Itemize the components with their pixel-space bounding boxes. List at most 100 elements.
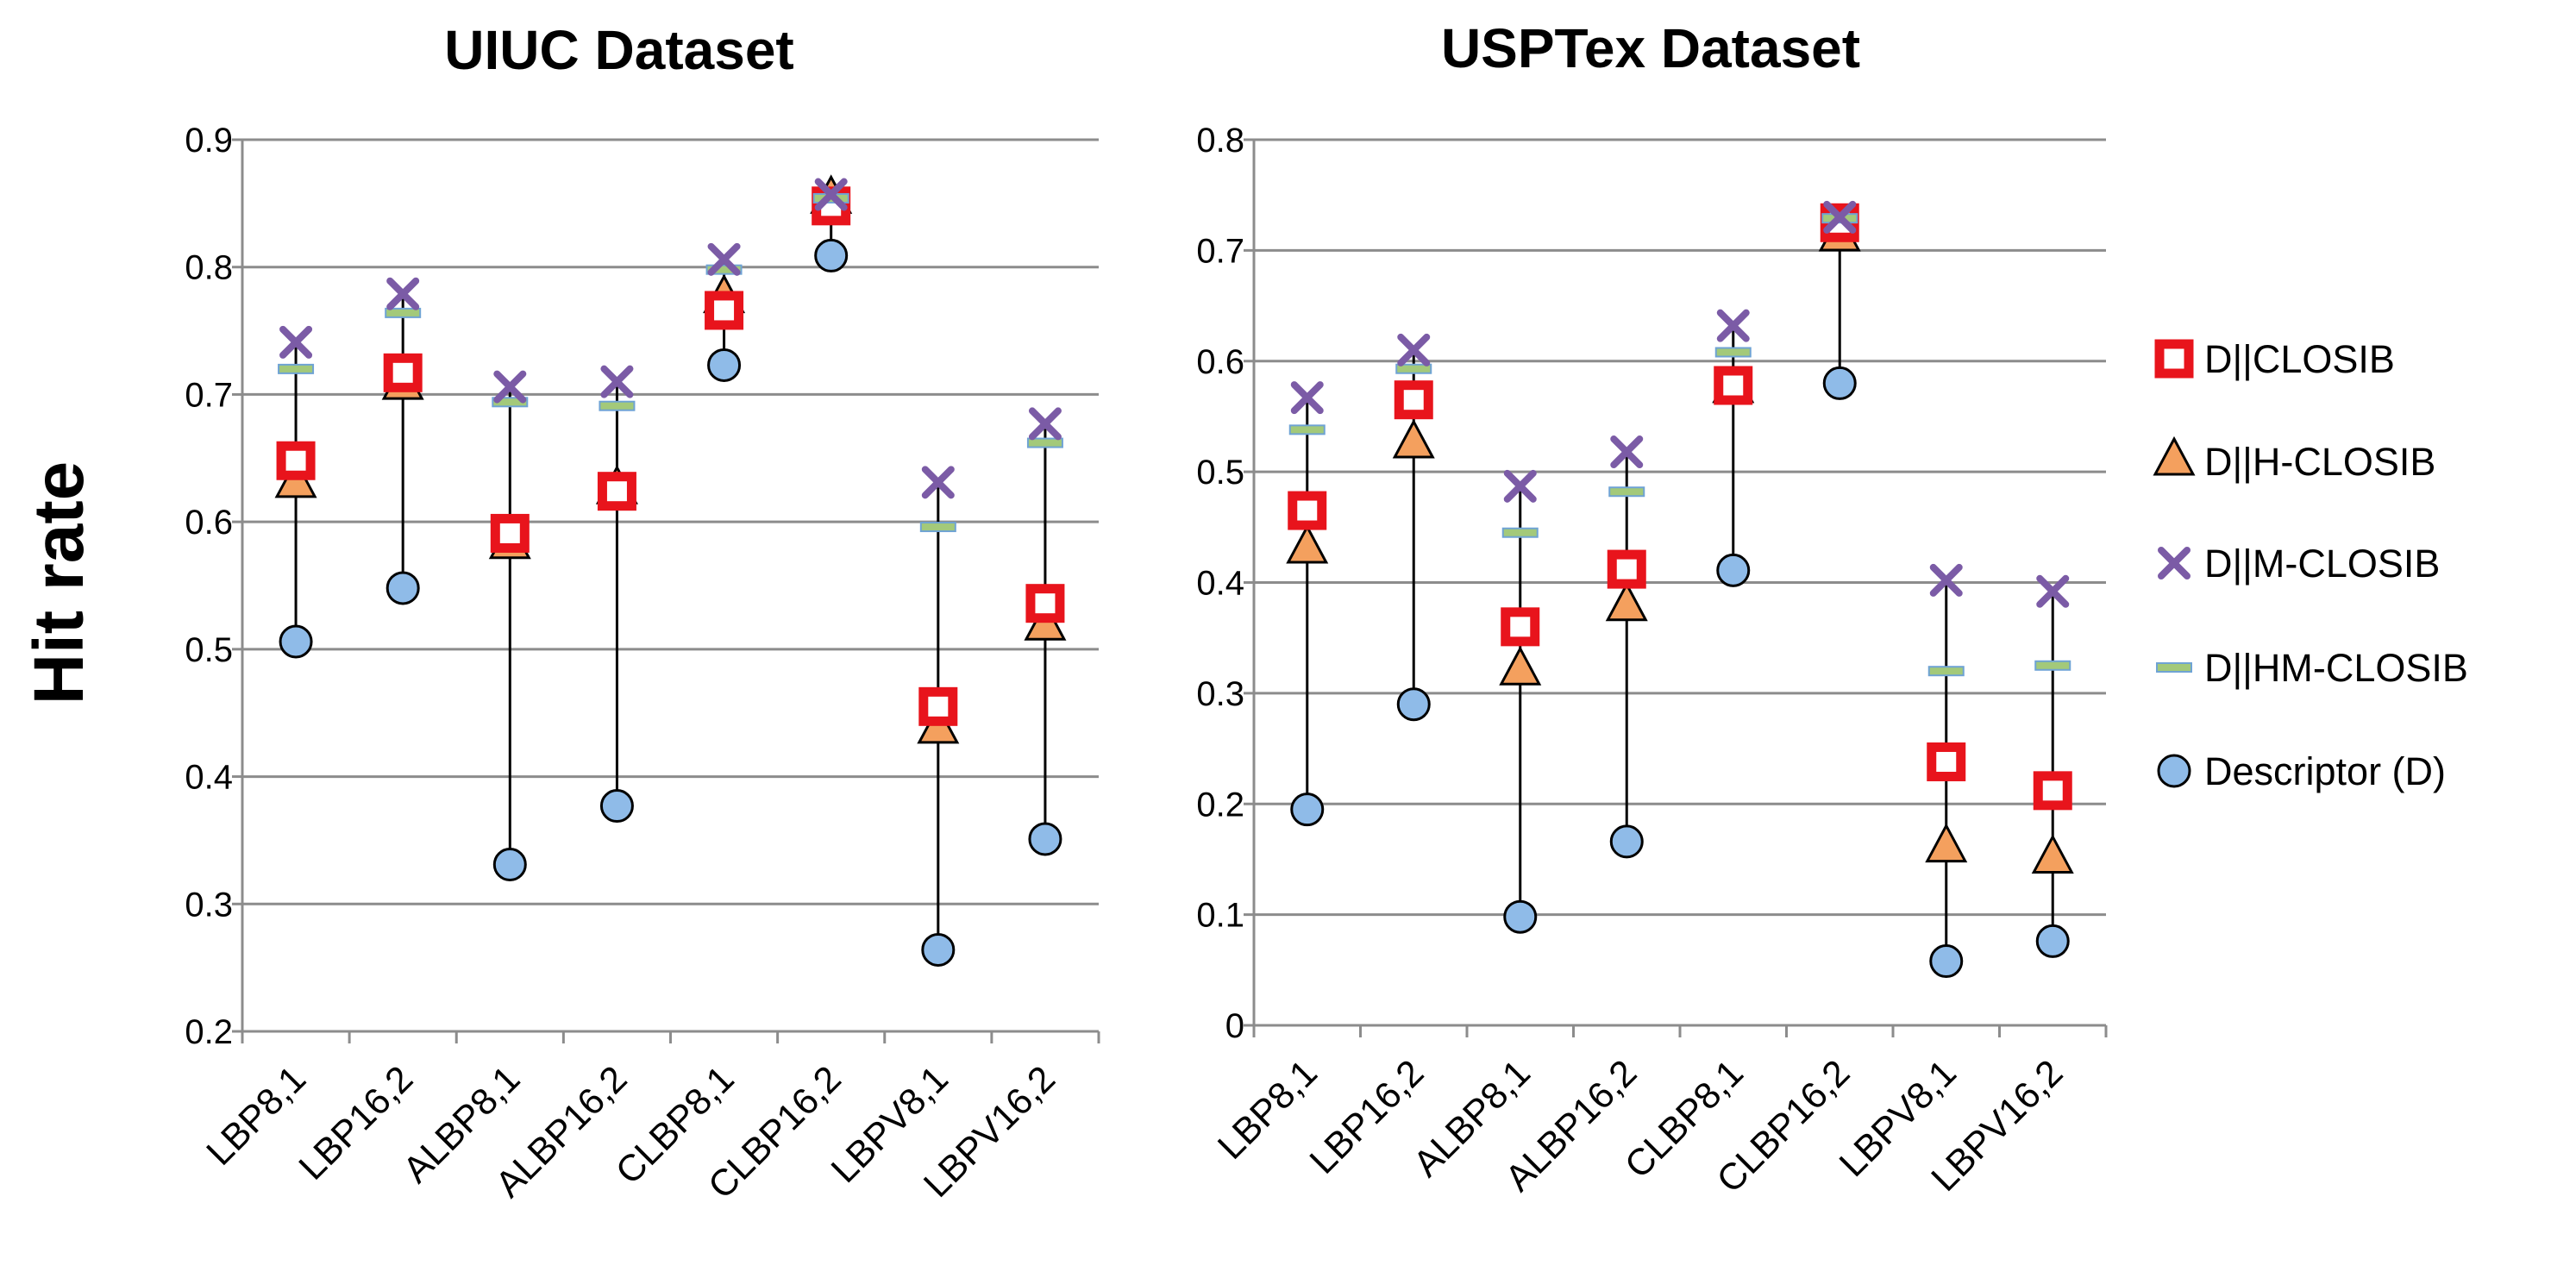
legend-m-label: D||M-CLOSIB	[2204, 542, 2440, 586]
legend-hm-label: D||HM-CLOSIB	[2204, 646, 2468, 690]
usptex-d-point	[1290, 792, 1325, 827]
legend-closib-marker	[2154, 339, 2194, 379]
uiuc-closib-point	[597, 472, 636, 511]
uiuc-hm-point	[278, 363, 315, 374]
uiuc-hm-point	[599, 400, 636, 411]
usptex-hm-point	[1501, 527, 1539, 538]
usptex-y-tick-label: 0.2	[1196, 786, 1244, 824]
uiuc-m-point	[600, 365, 634, 398]
usptex-m-point	[1716, 309, 1750, 342]
usptex-m-point	[1610, 435, 1644, 469]
uiuc-y-tick-label: 0.7	[185, 376, 233, 414]
usptex-h-point	[1392, 418, 1435, 459]
usptex-m-point	[1290, 381, 1324, 415]
usptex-d-point	[1716, 553, 1751, 587]
usptex-m-point	[1823, 200, 1857, 234]
usptex-m-point	[2036, 574, 2070, 608]
uiuc-y-tick-label: 0.8	[185, 249, 233, 287]
uiuc-y-tick-label: 0.6	[185, 504, 233, 542]
usptex-m-point	[1929, 563, 1963, 597]
legend-m-marker	[2158, 547, 2191, 579]
usptex-chart-title: USPTex Dataset	[1441, 17, 1860, 79]
usptex-closib-point	[1927, 742, 1966, 781]
uiuc-y-tick-label: 0.4	[185, 759, 233, 797]
usptex-hm-point	[1395, 363, 1432, 374]
usptex-closib-point	[1394, 380, 1433, 420]
usptex-closib-point	[1714, 366, 1753, 405]
usptex-h-point	[1605, 581, 1648, 622]
uiuc-m-point	[814, 178, 848, 211]
usptex-y-tick-label: 0.4	[1196, 565, 1244, 603]
uiuc-m-point	[493, 370, 527, 404]
uiuc-chart-title: UIUC Dataset	[444, 19, 793, 81]
usptex-d-point	[2035, 924, 2070, 958]
uiuc-hm-point	[1026, 437, 1063, 448]
usptex-y-tick-label: 0.8	[1196, 122, 1244, 160]
uiuc-m-point	[1028, 407, 1062, 441]
usptex-closib-point	[1288, 491, 1327, 530]
usptex-chart-panel: USPTex Dataset 0 0.1 0.2 0.3 0.4 0.5 0.6 0.7 0.8…	[1196, 17, 2108, 1201]
uiuc-closib-point	[276, 441, 316, 480]
usptex-d-point	[1609, 824, 1644, 859]
uiuc-d-point	[921, 932, 956, 967]
legend: D||CLOSIB D||H-CLOSIB D||M-CLOSIB D||HM-CLO…	[2153, 337, 2468, 793]
uiuc-y-tick-label: 0.3	[185, 886, 233, 924]
usptex-closib-point	[2033, 771, 2072, 811]
usptex-y-tick-label: 0.7	[1196, 232, 1244, 270]
uiuc-d-point	[385, 571, 420, 605]
y-axis-label: Hit rate	[20, 461, 98, 705]
legend-h-marker	[2153, 435, 2196, 476]
uiuc-chart-panel: UIUC Dataset 0.20.30.40.50.60.70.80.9LBP…	[185, 19, 1100, 1207]
uiuc-m-point	[707, 242, 741, 276]
usptex-h-point	[1925, 823, 1968, 863]
usptex-hm-point	[1714, 347, 1752, 358]
uiuc-y-tick-label: 0.2	[185, 1013, 233, 1051]
usptex-d-point	[1503, 899, 1538, 934]
usptex-y-tick-label: 0.1	[1196, 897, 1244, 935]
uiuc-hm-point	[705, 264, 743, 275]
uiuc-closib-point	[918, 686, 958, 726]
uiuc-d-point	[599, 789, 634, 824]
usptex-d-point	[1822, 366, 1857, 400]
uiuc-closib-point	[705, 291, 744, 330]
usptex-closib-point	[1607, 549, 1646, 589]
usptex-y-tick-label: 0.6	[1196, 343, 1244, 381]
uiuc-d-point	[279, 624, 313, 659]
uiuc-hm-point	[492, 397, 529, 408]
uiuc-closib-point	[383, 353, 423, 392]
legend-d-label: Descriptor (D)	[2204, 749, 2446, 793]
usptex-h-point	[1499, 646, 1542, 686]
usptex-y-tick-label: 0.3	[1196, 675, 1244, 713]
usptex-m-point	[1397, 333, 1431, 366]
legend-closib-label: D||CLOSIB	[2204, 337, 2395, 381]
legend-h-label: D||H-CLOSIB	[2204, 440, 2435, 484]
usptex-y-tick-label: 0	[1225, 1007, 1244, 1045]
usptex-hm-point	[1608, 486, 1645, 498]
uiuc-d-point	[1028, 822, 1062, 856]
legend-d-marker	[2157, 754, 2191, 788]
uiuc-y-tick-label: 0.9	[185, 122, 233, 160]
usptex-h-point	[2031, 834, 2074, 874]
usptex-d-point	[1929, 944, 1964, 979]
usptex-h-point	[1286, 523, 1329, 564]
usptex-hm-point	[1927, 666, 1965, 677]
usptex-y-tick-label: 0.5	[1196, 454, 1244, 492]
uiuc-m-point	[921, 466, 955, 499]
usptex-m-point	[1503, 469, 1537, 503]
usptex-d-point	[1396, 687, 1431, 722]
uiuc-y-tick-label: 0.5	[185, 631, 233, 669]
uiuc-d-point	[492, 847, 527, 881]
uiuc-hm-point	[919, 522, 956, 533]
uiuc-closib-point	[1025, 584, 1065, 623]
uiuc-d-point	[814, 238, 849, 273]
uiuc-closib-point	[490, 513, 530, 553]
uiuc-m-point	[386, 277, 420, 310]
uiuc-m-point	[279, 325, 313, 359]
usptex-hm-point	[2034, 660, 2071, 671]
uiuc-d-point	[707, 348, 742, 382]
legend-hm-marker	[2156, 662, 2192, 673]
usptex-closib-point	[1501, 607, 1540, 647]
uiuc-hm-point	[385, 307, 422, 318]
usptex-hm-point	[1288, 424, 1326, 435]
